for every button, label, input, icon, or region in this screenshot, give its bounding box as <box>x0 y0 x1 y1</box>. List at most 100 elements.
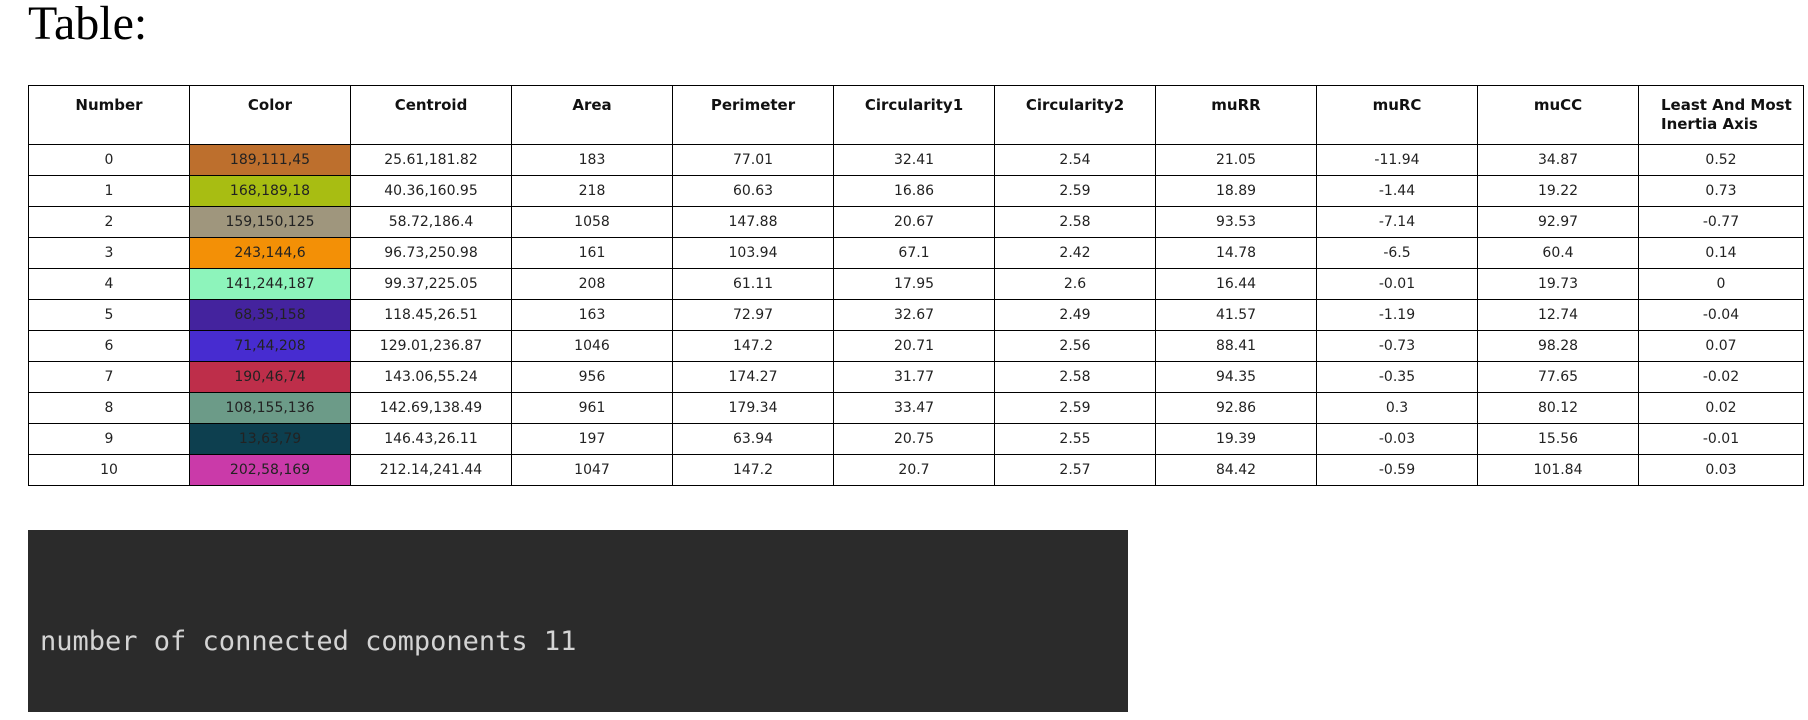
cell-circularity2: 2.49 <box>994 299 1156 331</box>
cell-number: 8 <box>28 392 190 424</box>
cell-murc: -0.03 <box>1316 423 1478 455</box>
cell-circularity1: 32.67 <box>833 299 995 331</box>
cell-mucc: 19.22 <box>1477 175 1639 207</box>
cell-circularity2: 2.54 <box>994 144 1156 176</box>
cell-area: 961 <box>511 392 673 424</box>
cell-circularity2: 2.59 <box>994 175 1156 207</box>
color-swatch-cell: 159,150,125 <box>189 206 351 238</box>
table-row: 10 202,58,169 212.14,241.44 1047 147.2 20.7 2.… <box>28 454 1804 486</box>
cell-circularity1: 20.67 <box>833 206 995 238</box>
cell-area: 1058 <box>511 206 673 238</box>
color-swatch-cell: 202,58,169 <box>189 454 351 486</box>
cell-perimeter: 103.94 <box>672 237 834 269</box>
cell-centroid: 96.73,250.98 <box>350 237 512 269</box>
cell-centroid: 142.69,138.49 <box>350 392 512 424</box>
cell-murc: -1.44 <box>1316 175 1478 207</box>
cell-number: 5 <box>28 299 190 331</box>
cell-murc: -1.19 <box>1316 299 1478 331</box>
cell-circularity1: 20.7 <box>833 454 995 486</box>
cell-number: 10 <box>28 454 190 486</box>
cell-perimeter: 72.97 <box>672 299 834 331</box>
cell-murr: 18.89 <box>1155 175 1317 207</box>
cell-murr: 19.39 <box>1155 423 1317 455</box>
column-header-inertia-axis: Least And Most Inertia Axis <box>1638 85 1804 145</box>
cell-circularity1: 16.86 <box>833 175 995 207</box>
cell-murr: 21.05 <box>1155 144 1317 176</box>
cell-circularity1: 17.95 <box>833 268 995 300</box>
column-header-circularity1: Circularity1 <box>833 85 995 145</box>
cell-circularity2: 2.59 <box>994 392 1156 424</box>
table-row: 9 13,63,79 146.43,26.11 197 63.94 20.75 2.55 19… <box>28 423 1804 455</box>
cell-area: 1047 <box>511 454 673 486</box>
color-swatch-cell: 108,155,136 <box>189 392 351 424</box>
cell-mucc: 77.65 <box>1477 361 1639 393</box>
cell-area: 208 <box>511 268 673 300</box>
color-swatch-cell: 141,244,187 <box>189 268 351 300</box>
cell-number: 7 <box>28 361 190 393</box>
cell-area: 956 <box>511 361 673 393</box>
cell-circularity2: 2.58 <box>994 361 1156 393</box>
cell-number: 9 <box>28 423 190 455</box>
color-swatch-cell: 71,44,208 <box>189 330 351 362</box>
column-header-color: Color <box>189 85 351 145</box>
color-swatch-cell: 68,35,158 <box>189 299 351 331</box>
cell-perimeter: 63.94 <box>672 423 834 455</box>
cell-inertia-axis: 0.03 <box>1638 454 1804 486</box>
column-header-circularity2: Circularity2 <box>994 85 1156 145</box>
table-row: 2 159,150,125 58.72,186.4 1058 147.88 20.67 2.… <box>28 206 1804 238</box>
cell-inertia-axis: 0.73 <box>1638 175 1804 207</box>
cell-murc: -6.5 <box>1316 237 1478 269</box>
cell-mucc: 19.73 <box>1477 268 1639 300</box>
cell-centroid: 25.61,181.82 <box>350 144 512 176</box>
cell-inertia-axis: -0.01 <box>1638 423 1804 455</box>
cell-centroid: 58.72,186.4 <box>350 206 512 238</box>
cell-perimeter: 174.27 <box>672 361 834 393</box>
table-header-row: Number Color Centroid Area Perimeter Cir… <box>28 85 1804 145</box>
cell-mucc: 15.56 <box>1477 423 1639 455</box>
cell-circularity1: 32.41 <box>833 144 995 176</box>
cell-murr: 16.44 <box>1155 268 1317 300</box>
table-body: 0 189,111,45 25.61,181.82 183 77.01 32.41 2.54… <box>28 144 1804 486</box>
cell-circularity2: 2.42 <box>994 237 1156 269</box>
cell-murc: -7.14 <box>1316 206 1478 238</box>
cell-murr: 92.86 <box>1155 392 1317 424</box>
table-row: 4 141,244,187 99.37,225.05 208 61.11 17.95 2.6… <box>28 268 1804 300</box>
cell-circularity2: 2.55 <box>994 423 1156 455</box>
cell-circularity1: 20.71 <box>833 330 995 362</box>
column-header-mucc: muCC <box>1477 85 1639 145</box>
cell-circularity1: 20.75 <box>833 423 995 455</box>
cell-perimeter: 147.2 <box>672 454 834 486</box>
cell-murr: 88.41 <box>1155 330 1317 362</box>
cell-murc: 0.3 <box>1316 392 1478 424</box>
color-swatch-cell: 190,46,74 <box>189 361 351 393</box>
cell-centroid: 129.01,236.87 <box>350 330 512 362</box>
page-heading: Table: <box>28 0 148 50</box>
cell-perimeter: 179.34 <box>672 392 834 424</box>
cell-mucc: 12.74 <box>1477 299 1639 331</box>
cell-inertia-axis: -0.02 <box>1638 361 1804 393</box>
cell-area: 161 <box>511 237 673 269</box>
cell-area: 1046 <box>511 330 673 362</box>
cell-inertia-axis: 0.07 <box>1638 330 1804 362</box>
cell-circularity2: 2.57 <box>994 454 1156 486</box>
cell-murr: 93.53 <box>1155 206 1317 238</box>
table-row: 1 168,189,18 40.36,160.95 218 60.63 16.86 2.59… <box>28 175 1804 207</box>
table-row: 0 189,111,45 25.61,181.82 183 77.01 32.41 2.54… <box>28 144 1804 176</box>
cell-mucc: 60.4 <box>1477 237 1639 269</box>
column-header-area: Area <box>511 85 673 145</box>
column-header-murr: muRR <box>1155 85 1317 145</box>
cell-centroid: 146.43,26.11 <box>350 423 512 455</box>
cell-inertia-axis: -0.77 <box>1638 206 1804 238</box>
table-row: 3 243,144,6 96.73,250.98 161 103.94 67.1 2.42 1… <box>28 237 1804 269</box>
cell-murr: 94.35 <box>1155 361 1317 393</box>
cell-area: 197 <box>511 423 673 455</box>
cell-area: 183 <box>511 144 673 176</box>
cell-circularity1: 33.47 <box>833 392 995 424</box>
cell-area: 218 <box>511 175 673 207</box>
color-swatch-cell: 13,63,79 <box>189 423 351 455</box>
cell-number: 1 <box>28 175 190 207</box>
cell-centroid: 118.45,26.51 <box>350 299 512 331</box>
cell-murc: -0.35 <box>1316 361 1478 393</box>
cell-mucc: 92.97 <box>1477 206 1639 238</box>
color-swatch-cell: 189,111,45 <box>189 144 351 176</box>
